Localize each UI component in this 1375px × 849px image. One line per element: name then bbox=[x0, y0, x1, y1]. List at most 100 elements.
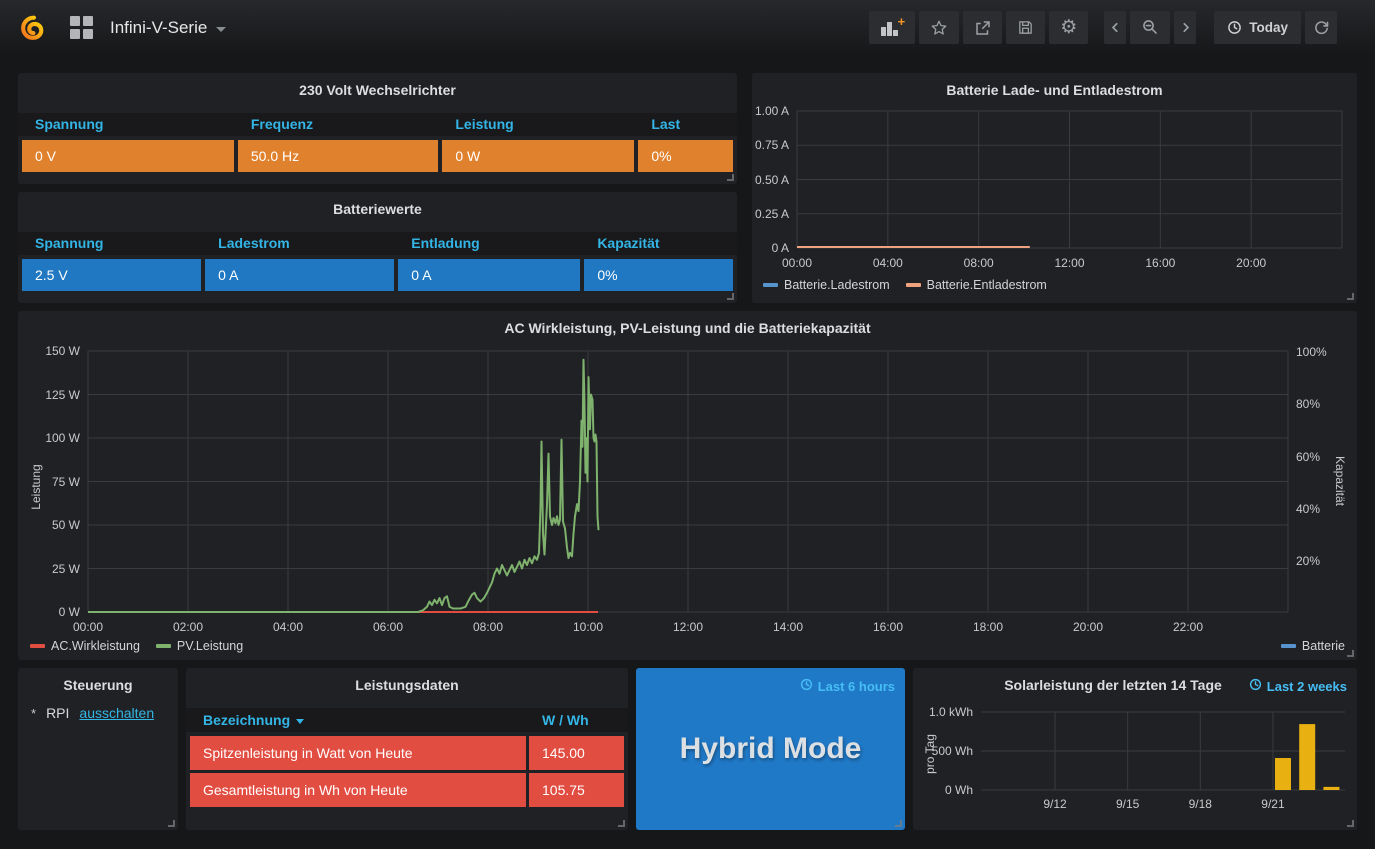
refresh-icon bbox=[1313, 19, 1330, 36]
rpi-ausschalten-link[interactable]: ausschalten bbox=[79, 705, 154, 721]
resize-handle[interactable] bbox=[1347, 650, 1354, 657]
axis-tick-label: 08:00 bbox=[955, 256, 1003, 270]
table-row: Gesamtleistung in Wh von Heute 105.75 bbox=[190, 773, 624, 807]
solar-bar[interactable] bbox=[1323, 787, 1339, 790]
column-header[interactable]: Entladung bbox=[398, 232, 580, 255]
axis-tick-label: 18:00 bbox=[964, 620, 1012, 634]
axis-tick-label: 50 W bbox=[52, 518, 80, 532]
resize-handle[interactable] bbox=[727, 174, 734, 181]
settings-button[interactable]: ⚙ bbox=[1049, 11, 1088, 44]
legend-label: Batterie bbox=[1302, 639, 1345, 653]
save-icon bbox=[1017, 19, 1034, 36]
clock-icon bbox=[800, 678, 813, 694]
axis-tick-label: 06:00 bbox=[364, 620, 412, 634]
table-row: 2.5 V 0 A 0 A 0% bbox=[22, 259, 733, 291]
axis-tick-label: 16:00 bbox=[1136, 256, 1184, 270]
time-shift-back-button[interactable] bbox=[1104, 11, 1126, 44]
resize-handle[interactable] bbox=[1347, 820, 1354, 827]
solar-bar[interactable] bbox=[1275, 758, 1291, 790]
refresh-button[interactable] bbox=[1305, 11, 1337, 44]
panel-title[interactable]: Steuerung bbox=[18, 672, 178, 698]
y-axis-label-right: Kapazität bbox=[1333, 449, 1347, 513]
panel-title[interactable]: Batteriewerte bbox=[18, 196, 737, 222]
axis-tick-label: 500 Wh bbox=[932, 744, 973, 758]
dashboards-grid-icon[interactable] bbox=[70, 16, 93, 39]
zoom-out-button[interactable] bbox=[1130, 11, 1170, 44]
save-button[interactable] bbox=[1006, 11, 1045, 44]
share-button[interactable] bbox=[963, 11, 1002, 44]
axis-tick-label: 20:00 bbox=[1227, 256, 1275, 270]
legend-item[interactable]: AC.Wirkleistung bbox=[30, 639, 140, 653]
column-header-wwh[interactable]: W / Wh bbox=[529, 708, 624, 732]
panel-solar-chart: Solarleistung der letzten 14 Tage Last 2… bbox=[913, 668, 1357, 830]
axis-tick-label: 60% bbox=[1296, 450, 1320, 464]
column-header-bezeichnung[interactable]: Bezeichnung bbox=[190, 708, 526, 732]
resize-handle[interactable] bbox=[895, 820, 902, 827]
table-header-row: Spannung Ladestrom Entladung Kapazität bbox=[18, 232, 737, 255]
metric-name-cell: Spitzenleistung in Watt von Heute bbox=[190, 736, 526, 770]
metric-value-cell: 105.75 bbox=[529, 773, 624, 807]
table-header-row: Spannung Frequenz Leistung Last bbox=[18, 113, 737, 136]
axis-tick-label: 12:00 bbox=[1046, 256, 1094, 270]
panel-battery-current-chart: Batterie Lade- und Entladestrom 1.00 A0.… bbox=[752, 73, 1357, 303]
axis-tick-label: 0 W bbox=[59, 605, 80, 619]
chevron-left-icon bbox=[1108, 20, 1123, 35]
axis-tick-label: 00:00 bbox=[64, 620, 112, 634]
column-header[interactable]: Kapazität bbox=[584, 232, 733, 255]
resize-handle[interactable] bbox=[168, 820, 175, 827]
axis-tick-label: 10:00 bbox=[564, 620, 612, 634]
axis-tick-label: 25 W bbox=[52, 562, 80, 576]
metric-name-cell: Gesamtleistung in Wh von Heute bbox=[190, 773, 526, 807]
axis-tick-label: 16:00 bbox=[864, 620, 912, 634]
axis-tick-label: 0.75 A bbox=[755, 138, 789, 152]
control-label: RPI bbox=[46, 705, 69, 721]
column-header[interactable]: Frequenz bbox=[238, 113, 439, 136]
column-header-label: Bezeichnung bbox=[203, 712, 290, 728]
sort-caret-icon bbox=[296, 719, 304, 724]
power-chart-plot[interactable]: 150 W125 W100 W75 W50 W25 W0 W00:0002:00… bbox=[18, 311, 1357, 660]
legend-item[interactable]: PV.Leistung bbox=[156, 639, 243, 653]
legend-label: Batterie.Entladestrom bbox=[927, 278, 1047, 292]
grafana-logo[interactable] bbox=[18, 13, 48, 43]
value-cell: 0 A bbox=[398, 259, 580, 291]
axis-tick-label: 9/18 bbox=[1176, 797, 1224, 811]
dashboard-title-dropdown[interactable]: Infini-V-Serie bbox=[110, 18, 226, 38]
add-panel-button[interactable]: + bbox=[869, 11, 915, 44]
axis-tick-label: 9/15 bbox=[1104, 797, 1152, 811]
axis-tick-label: 150 W bbox=[45, 344, 80, 358]
panel-battery-values: Batteriewerte Spannung Ladestrom Entladu… bbox=[18, 192, 737, 303]
resize-handle[interactable] bbox=[1347, 293, 1354, 300]
battery-current-plot[interactable]: 1.00 A0.75 A0.50 A0.25 A0 A00:0004:0008:… bbox=[752, 73, 1357, 303]
time-range-picker-button[interactable]: Today bbox=[1214, 11, 1301, 44]
chart-legend: AC.Wirkleistung PV.Leistung bbox=[30, 639, 243, 653]
axis-tick-label: 04:00 bbox=[864, 256, 912, 270]
column-header[interactable]: Last bbox=[638, 113, 733, 136]
column-header[interactable]: Spannung bbox=[22, 232, 201, 255]
panel-title[interactable]: 230 Volt Wechselrichter bbox=[18, 77, 737, 103]
column-header[interactable]: Spannung bbox=[22, 113, 234, 136]
resize-handle[interactable] bbox=[618, 820, 625, 827]
column-header[interactable]: Leistung bbox=[442, 113, 634, 136]
chevron-down-icon bbox=[216, 27, 226, 32]
resize-handle[interactable] bbox=[727, 293, 734, 300]
legend-item[interactable]: Batterie.Ladestrom bbox=[763, 278, 890, 292]
axis-tick-label: 0.50 A bbox=[755, 173, 789, 187]
star-button[interactable] bbox=[919, 11, 959, 44]
panel-title[interactable]: Leistungsdaten bbox=[186, 672, 628, 698]
value-cell: 0% bbox=[638, 140, 733, 172]
legend-item[interactable]: Batterie.Entladestrom bbox=[906, 278, 1047, 292]
panel-inverter: 230 Volt Wechselrichter Spannung Frequen… bbox=[18, 73, 737, 184]
solar-bar[interactable] bbox=[1299, 724, 1315, 790]
legend-item[interactable]: Batterie bbox=[1281, 639, 1345, 653]
chevron-right-icon bbox=[1178, 20, 1193, 35]
navbar-right: + ⚙ bbox=[865, 11, 1337, 44]
value-cell: 50.0 Hz bbox=[238, 140, 439, 172]
time-shift-forward-button[interactable] bbox=[1174, 11, 1196, 44]
legend-swatch bbox=[1281, 644, 1296, 648]
clock-icon bbox=[1227, 20, 1242, 35]
time-range-badge[interactable]: Last 6 hours bbox=[800, 678, 895, 694]
star-icon bbox=[930, 19, 948, 37]
dashboard-title: Infini-V-Serie bbox=[110, 18, 207, 38]
column-header[interactable]: Ladestrom bbox=[205, 232, 394, 255]
solar-chart-plot[interactable]: 1.0 kWh500 Wh0 Wh9/129/159/189/21 bbox=[913, 668, 1357, 830]
